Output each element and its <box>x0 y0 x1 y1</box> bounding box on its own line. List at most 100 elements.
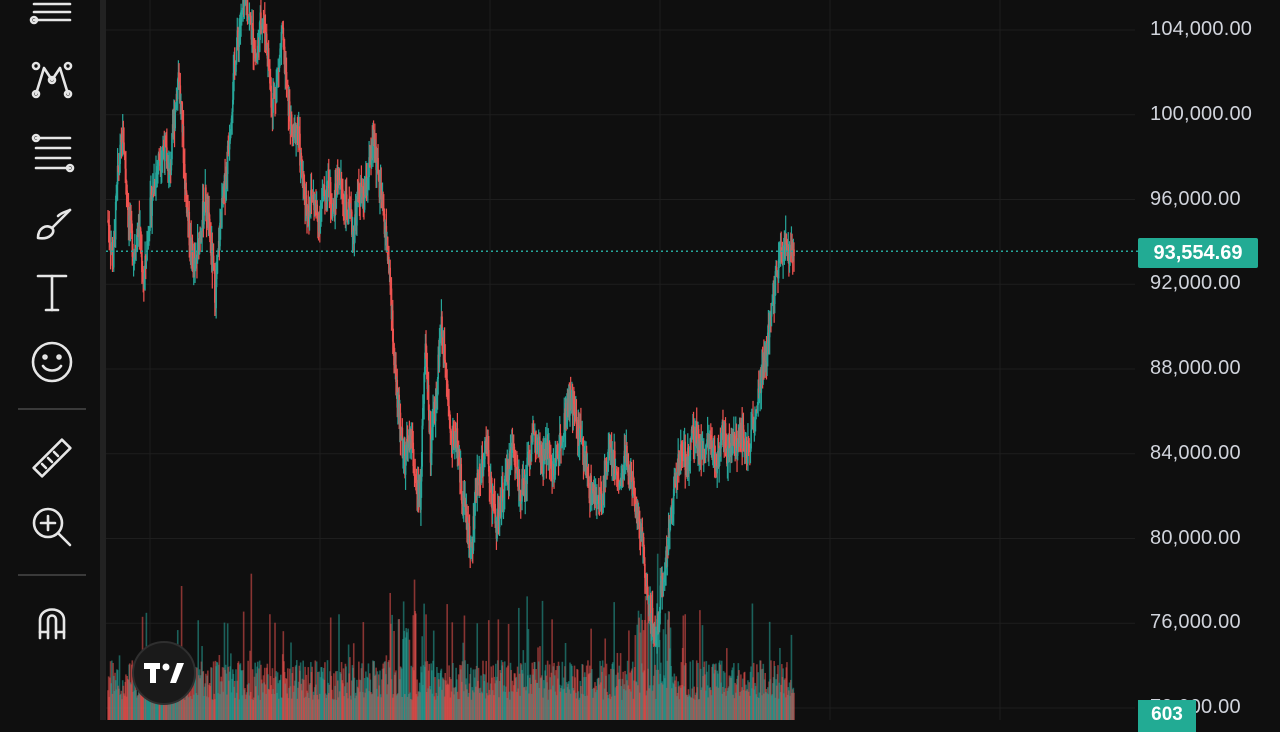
candle-body <box>330 204 333 213</box>
text-icon[interactable] <box>22 262 82 322</box>
tradingview-logo[interactable] <box>132 641 196 705</box>
candle-body <box>672 489 675 515</box>
candle-body <box>144 255 146 274</box>
pattern-icon[interactable] <box>22 50 82 110</box>
candle-body <box>149 197 152 228</box>
candle-body <box>135 234 138 252</box>
candle-body <box>519 490 522 503</box>
candle-body <box>154 188 157 190</box>
candle-body <box>729 448 731 458</box>
candle-body <box>749 448 752 450</box>
candle-body <box>329 182 332 205</box>
candle-body <box>560 446 563 448</box>
zoom-in-icon[interactable] <box>22 497 82 557</box>
candle-body <box>488 471 491 484</box>
candle-body <box>482 459 485 471</box>
candle-body <box>599 488 601 512</box>
candle-body <box>247 16 249 20</box>
candle-body <box>413 466 415 471</box>
candle-body <box>207 212 210 228</box>
candle-body <box>209 237 212 239</box>
candle-body <box>123 142 125 153</box>
volume-bar <box>756 664 758 720</box>
price-tick-label: 104,000.00 <box>1150 18 1253 40</box>
candle-body <box>449 428 452 433</box>
candle-body <box>422 403 425 409</box>
candle-body <box>255 53 257 60</box>
candle-body <box>166 147 168 169</box>
candle-body <box>611 452 614 466</box>
volume-bar <box>569 662 571 720</box>
candle-body <box>441 316 443 337</box>
candle-body <box>353 231 356 245</box>
candle-body <box>390 288 393 320</box>
candle-body <box>367 180 369 190</box>
candle-body <box>405 447 408 456</box>
horizontal-lines-icon[interactable] <box>22 0 82 46</box>
fib-retracement-icon[interactable] <box>22 122 82 182</box>
candle-body <box>607 449 610 464</box>
candle-body <box>654 627 656 643</box>
ruler-icon[interactable] <box>22 428 82 488</box>
volume-bar <box>485 660 487 720</box>
candle-body <box>468 526 471 545</box>
candle-body <box>360 184 363 198</box>
candle-body <box>382 195 384 211</box>
volume-bar <box>131 660 134 720</box>
candle-body <box>633 491 636 497</box>
candle-body <box>351 232 354 235</box>
candle-body <box>779 248 781 250</box>
candle-body <box>576 424 578 427</box>
candle-body <box>415 482 418 492</box>
candle-body <box>470 542 472 559</box>
candle-body <box>159 161 162 169</box>
candle-body <box>720 439 722 449</box>
candle-body <box>237 30 239 37</box>
candle-body <box>706 439 708 447</box>
candle-body <box>750 422 753 430</box>
candle-body <box>499 502 502 509</box>
volume-bar <box>662 629 665 720</box>
candle-body <box>275 84 278 103</box>
candle-body <box>542 453 545 474</box>
candle-body <box>630 472 633 480</box>
candle-body <box>251 26 253 40</box>
candle-body <box>739 426 742 438</box>
candle-body <box>445 363 447 372</box>
candle-body <box>500 489 503 518</box>
candle-body <box>215 279 217 309</box>
candle-body <box>412 442 415 467</box>
volume-bar <box>613 602 615 720</box>
volume-bar <box>230 653 232 720</box>
candle-body <box>160 157 163 166</box>
candle-body <box>771 304 774 306</box>
volume-bar <box>526 596 528 720</box>
candle-body <box>433 411 436 414</box>
candle-body <box>544 450 546 455</box>
candle-body <box>528 451 530 463</box>
volume-bar <box>518 607 520 720</box>
candle-body <box>456 428 459 452</box>
candle-body <box>514 461 516 467</box>
candle-body <box>672 514 674 518</box>
candle-body <box>782 253 784 262</box>
emoji-icon[interactable] <box>22 332 82 392</box>
candle-body <box>146 237 149 242</box>
candle-body <box>362 186 365 200</box>
candle-body <box>735 435 738 441</box>
candle-body <box>235 62 237 72</box>
brush-icon[interactable] <box>22 192 82 252</box>
candle-body <box>582 446 585 464</box>
candle-body <box>109 244 112 252</box>
candle-body <box>585 451 588 470</box>
candle-body <box>687 447 690 471</box>
candle-body <box>314 201 317 203</box>
candle-body <box>205 187 207 213</box>
candle-body <box>313 201 316 211</box>
magnet-icon[interactable] <box>22 592 82 652</box>
candle-body <box>590 475 592 494</box>
candle-body <box>108 225 111 238</box>
candle-body <box>601 495 604 504</box>
candle-body <box>342 189 344 201</box>
